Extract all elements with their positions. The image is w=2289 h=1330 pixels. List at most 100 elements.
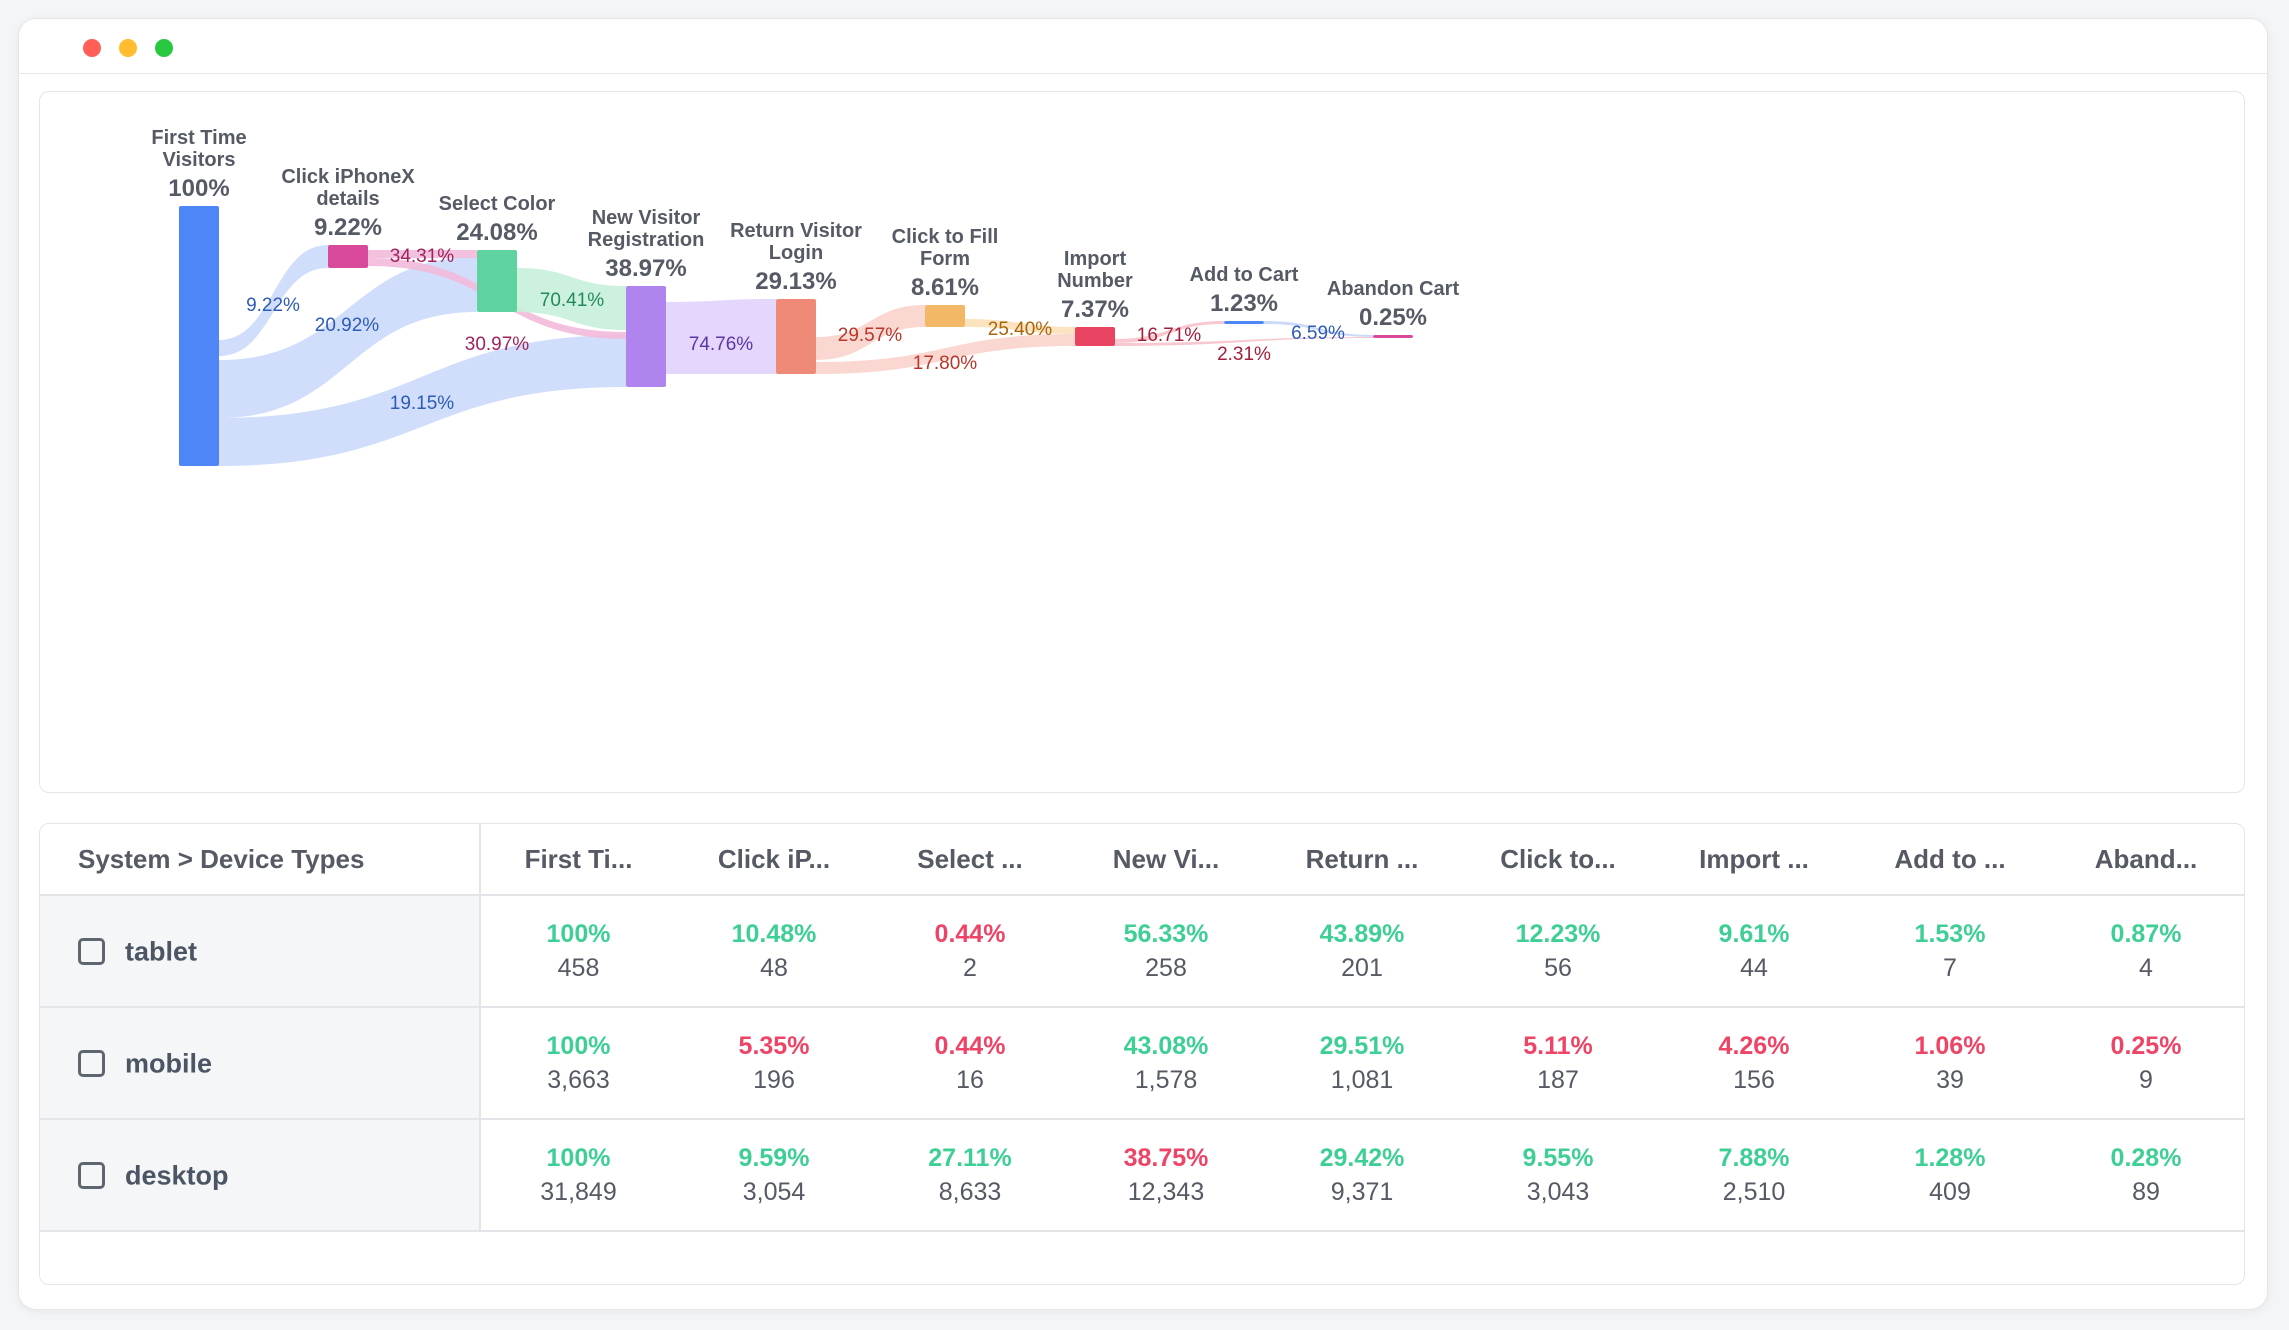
- sankey-node-label-rvl-0: Return Visitor: [730, 220, 862, 242]
- cell-count: 8,633: [938, 1178, 1002, 1206]
- cell-percent: 10.48%: [731, 920, 817, 948]
- cell-percent: 9.55%: [1522, 1144, 1594, 1172]
- cell-count: 39: [1936, 1066, 1964, 1094]
- row-checkbox-desktop[interactable]: [78, 1162, 105, 1190]
- sankey-link-color-nvr[interactable]: [517, 268, 626, 330]
- sankey-node-value-color: 24.08%: [456, 219, 537, 246]
- dimension-column-header[interactable]: System > Device Types: [40, 824, 481, 896]
- table-row-mobile: mobile 100% 3,663 5.35% 196 0.44% 16 43.08% 1,57…: [40, 1007, 2244, 1120]
- sankey-node-atc[interactable]: [1224, 321, 1264, 324]
- sankey-link-label-color-nvr: 70.41%: [540, 290, 605, 311]
- cell-count: 187: [1537, 1066, 1579, 1094]
- sankey-node-label-ipx-1: details: [316, 188, 379, 210]
- cell-count: 4: [2139, 954, 2153, 982]
- table-cell: 1.28% 409: [1852, 1119, 2048, 1232]
- cell-count: 458: [557, 954, 600, 982]
- sankey-link-ftv-ipx[interactable]: [219, 245, 328, 356]
- sankey-link-imp-abn[interactable]: [1115, 337, 1373, 346]
- close-window-button[interactable]: [83, 39, 101, 57]
- table-cell: 7.88% 2,510: [1656, 1119, 1852, 1232]
- sankey-link-label-ipx-nvr: 30.97%: [465, 334, 530, 355]
- column-header[interactable]: Click iP...: [676, 824, 872, 896]
- cell-percent: 4.26%: [1718, 1032, 1790, 1060]
- cell-count: 56: [1544, 954, 1572, 982]
- cell-percent: 0.28%: [2110, 1144, 2182, 1172]
- sankey-link-ftv-color[interactable]: [219, 257, 477, 418]
- sankey-link-rvl-imp[interactable]: [816, 334, 1075, 374]
- sankey-link-label-cff-imp: 25.40%: [988, 319, 1053, 340]
- minimize-window-button[interactable]: [119, 39, 137, 57]
- sankey-node-label-nvr-0: New Visitor: [592, 207, 701, 229]
- column-header[interactable]: Click to...: [1460, 824, 1656, 896]
- table-cell: 100% 458: [480, 895, 676, 1008]
- sankey-link-label-ftv-color: 20.92%: [315, 315, 380, 336]
- sankey-node-nvr[interactable]: [626, 286, 666, 387]
- column-header[interactable]: Add to ...: [1852, 824, 2048, 896]
- app-window: 9.22% 20.92% 19.15% 34.31% 30.97% 70.41% 74.76…: [18, 18, 2268, 1310]
- cell-count: 2: [963, 954, 977, 982]
- table-cell: 0.28% 89: [2048, 1119, 2244, 1232]
- sankey-node-ftv[interactable]: [179, 206, 219, 466]
- cell-count: 44: [1740, 954, 1768, 982]
- sankey-link-imp-atc[interactable]: [1115, 321, 1224, 343]
- cell-percent: 29.51%: [1319, 1032, 1405, 1060]
- table-cell: 12.23% 56: [1460, 895, 1656, 1008]
- sankey-link-ipx-color[interactable]: [368, 250, 477, 258]
- row-label: mobile: [125, 1048, 213, 1079]
- sankey-node-rvl[interactable]: [776, 299, 816, 374]
- cell-percent: 7.88%: [1718, 1144, 1790, 1172]
- table-cell: 9.55% 3,043: [1460, 1119, 1656, 1232]
- sankey-link-nvr-rvl[interactable]: [666, 299, 776, 374]
- cell-count: 48: [760, 954, 788, 982]
- row-dimension-cell: desktop: [40, 1119, 481, 1232]
- sankey-link-label-ftv-nvr: 19.15%: [390, 393, 455, 414]
- table-row-tablet: tablet 100% 458 10.48% 48 0.44% 2 56.33% 258 43.8…: [40, 895, 2244, 1008]
- sankey-link-atc-abn[interactable]: [1264, 321, 1373, 337]
- sankey-node-abn[interactable]: [1373, 335, 1413, 338]
- sankey-link-label-rvl-imp: 17.80%: [913, 353, 978, 374]
- table-cell: 5.35% 196: [676, 1007, 872, 1120]
- column-header[interactable]: First Ti...: [480, 824, 676, 896]
- cell-count: 7: [1943, 954, 1957, 982]
- sankey-node-label-ftv-0: First Time: [151, 127, 246, 149]
- cell-percent: 100%: [546, 1032, 611, 1060]
- sankey-node-label-rvl-1: Login: [769, 242, 823, 264]
- sankey-link-label-imp-atc: 16.71%: [1137, 325, 1202, 346]
- row-checkbox-tablet[interactable]: [78, 938, 105, 966]
- cell-count: 201: [1341, 954, 1383, 982]
- table-cell: 5.11% 187: [1460, 1007, 1656, 1120]
- sankey-node-ipx[interactable]: [328, 245, 368, 268]
- sankey-node-value-nvr: 38.97%: [605, 255, 686, 282]
- column-header[interactable]: Return ...: [1264, 824, 1460, 896]
- column-header[interactable]: Aband...: [2048, 824, 2244, 896]
- table-cell: 1.06% 39: [1852, 1007, 2048, 1120]
- sankey-node-color[interactable]: [477, 250, 517, 312]
- sankey-node-value-abn: 0.25%: [1359, 304, 1427, 331]
- sankey-link-ftv-nvr[interactable]: [219, 335, 626, 466]
- table-row-desktop: desktop 100% 31,849 9.59% 3,054 27.11% 8,633 38…: [40, 1119, 2244, 1232]
- sankey-link-cff-imp[interactable]: [965, 319, 1075, 334]
- cell-percent: 56.33%: [1123, 920, 1209, 948]
- row-dimension-cell: tablet: [40, 895, 481, 1008]
- cell-percent: 38.75%: [1123, 1144, 1209, 1172]
- column-header[interactable]: New Vi...: [1068, 824, 1264, 896]
- table-cell: 56.33% 258: [1068, 895, 1264, 1008]
- sankey-node-label-cff-1: Form: [920, 248, 970, 270]
- sankey-node-label-imp-0: Import: [1064, 248, 1127, 270]
- cell-count: 3,663: [547, 1066, 610, 1094]
- maximize-window-button[interactable]: [155, 39, 173, 57]
- row-checkbox-mobile[interactable]: [78, 1050, 105, 1078]
- cell-percent: 0.87%: [2110, 920, 2182, 948]
- cell-count: 196: [753, 1066, 795, 1094]
- table-cell: 43.08% 1,578: [1068, 1007, 1264, 1120]
- device-types-table-panel: System > Device Types First Ti... Click i…: [39, 823, 2245, 1285]
- row-dimension-cell: mobile: [40, 1007, 481, 1120]
- cell-percent: 1.53%: [1914, 920, 1986, 948]
- sankey-link-rvl-cff[interactable]: [816, 305, 925, 360]
- column-header[interactable]: Select ...: [872, 824, 1068, 896]
- column-header[interactable]: Import ...: [1656, 824, 1852, 896]
- sankey-node-label-ipx-0: Click iPhoneX: [281, 166, 415, 188]
- table-cell: 0.44% 16: [872, 1007, 1068, 1120]
- sankey-node-imp[interactable]: [1075, 327, 1115, 346]
- sankey-node-cff[interactable]: [925, 305, 965, 327]
